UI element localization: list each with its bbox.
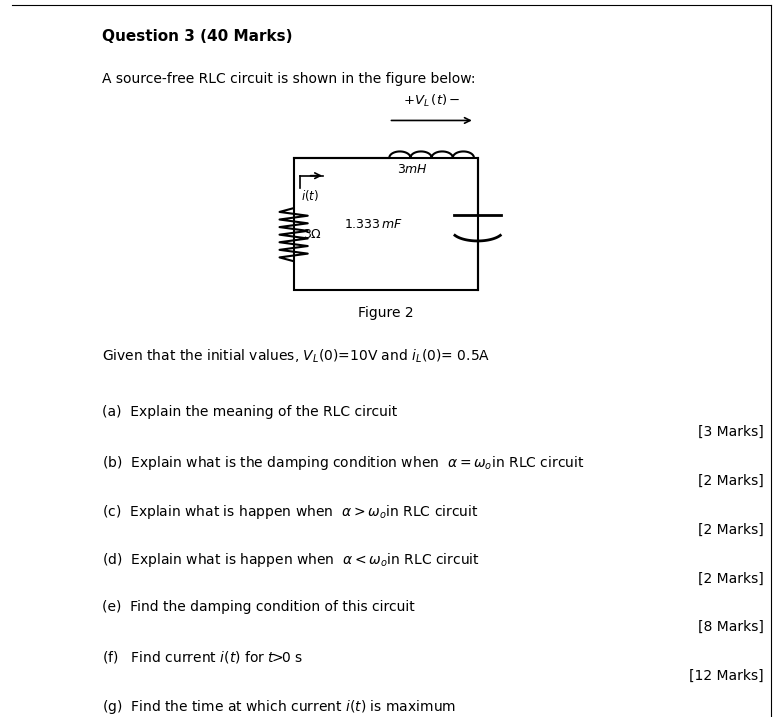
Text: (c)  Explain what is happen when  $\alpha > \omega_o$in RLC circuit: (c) Explain what is happen when $\alpha … (102, 503, 478, 521)
Text: [3 Marks]: [3 Marks] (698, 425, 763, 440)
Text: [2 Marks]: [2 Marks] (698, 523, 763, 537)
Text: $+V_L\,(t)-$: $+V_L\,(t)-$ (402, 93, 460, 109)
Text: Given that the initial values, $V_L(0)$=10V and $i_L(0)$= 0.5A: Given that the initial values, $V_L(0)$=… (102, 348, 490, 365)
Text: (d)  Explain what is happen when  $\alpha < \omega_o$in RLC circuit: (d) Explain what is happen when $\alpha … (102, 551, 480, 569)
Text: [12 Marks]: [12 Marks] (689, 669, 763, 683)
Text: (a)  Explain the meaning of the RLC circuit: (a) Explain the meaning of the RLC circu… (102, 405, 397, 419)
Text: (f)   Find current $i(t)$ for $t\!\!>\!\!0$ s: (f) Find current $i(t)$ for $t\!\!>\!\!0… (102, 649, 303, 665)
Text: $i(t)$: $i(t)$ (301, 188, 319, 203)
Text: $3mH$: $3mH$ (397, 163, 428, 176)
Text: (g)  Find the time at which current $i(t)$ is maximum: (g) Find the time at which current $i(t)… (102, 698, 456, 716)
Text: Question 3 (40 Marks): Question 3 (40 Marks) (102, 29, 292, 44)
Text: [2 Marks]: [2 Marks] (698, 571, 763, 586)
Text: [2 Marks]: [2 Marks] (698, 474, 763, 488)
Text: [8 Marks]: [8 Marks] (698, 620, 763, 635)
Text: Figure 2: Figure 2 (358, 306, 413, 320)
Bar (294, 158, 478, 290)
Text: (e)  Find the damping condition of this circuit: (e) Find the damping condition of this c… (102, 600, 414, 614)
Text: $1.333\,mF$: $1.333\,mF$ (344, 218, 403, 231)
Text: A source-free RLC circuit is shown in the figure below:: A source-free RLC circuit is shown in th… (102, 72, 475, 86)
Text: (b)  Explain what is the damping condition when  $\alpha = \omega_o$in RLC circu: (b) Explain what is the damping conditio… (102, 454, 584, 472)
Text: $3\Omega$: $3\Omega$ (303, 228, 322, 241)
